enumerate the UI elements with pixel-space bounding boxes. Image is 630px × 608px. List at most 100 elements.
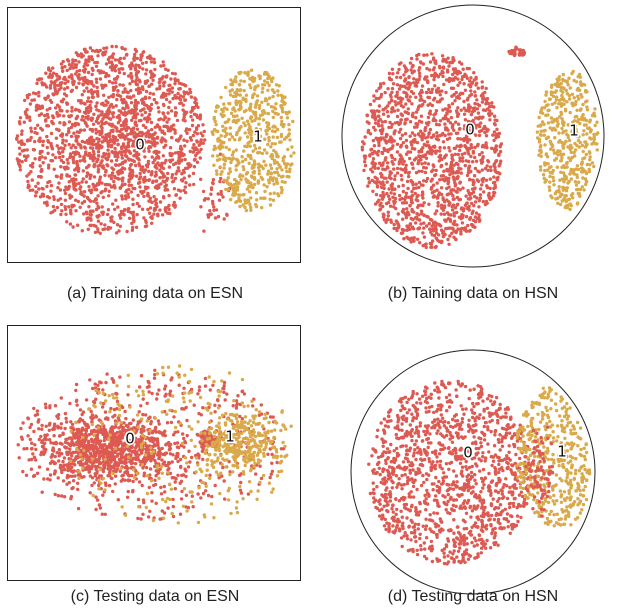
- point-c-class-0: [58, 441, 62, 445]
- point-a-class-1: [260, 109, 265, 114]
- point-a-class-0: [58, 188, 63, 192]
- point-a-class-0: [67, 180, 72, 184]
- point-b-class-0: [437, 239, 441, 244]
- point-b-class-1: [546, 113, 550, 117]
- point-b-class-0: [465, 76, 469, 81]
- point-b-class-1: [585, 142, 589, 147]
- point-b-class-0: [463, 118, 468, 122]
- point-a-class-0: [192, 182, 196, 187]
- point-a-class-0: [185, 131, 189, 135]
- point-b-class-0: [458, 148, 462, 153]
- point-b-class-0: [455, 69, 459, 74]
- point-c-class-0: [87, 440, 91, 445]
- point-a-class-0: [163, 180, 167, 184]
- point-a-class-0: [96, 116, 100, 120]
- point-a-class-0: [61, 141, 65, 145]
- point-a-class-0: [70, 74, 74, 79]
- point-b-class-0: [461, 209, 466, 213]
- point-a-class-0: [102, 46, 106, 50]
- point-a-class-0: [91, 154, 96, 158]
- point-a-class-1: [270, 142, 274, 146]
- point-a-class-0: [133, 68, 138, 72]
- point-b-class-0: [405, 110, 409, 115]
- point-a-class-0: [95, 85, 99, 90]
- point-b-class-0: [467, 125, 472, 129]
- point-a-class-0: [202, 198, 207, 202]
- point-c-class-0: [171, 453, 175, 457]
- point-a-class-1: [246, 179, 250, 183]
- point-b-class-0: [398, 136, 403, 141]
- point-a-class-0: [80, 139, 85, 144]
- point-b-class-0: [433, 84, 437, 88]
- point-b-class-0: [403, 121, 407, 125]
- point-a-class-1: [252, 165, 256, 169]
- point-a-class-0: [124, 53, 129, 57]
- point-c-class-0: [123, 455, 127, 459]
- point-b-class-1: [579, 92, 583, 97]
- point-b-class-0: [425, 224, 429, 228]
- point-a-class-0: [128, 163, 133, 167]
- point-a-class-0: [102, 114, 106, 119]
- point-b-class-0: [480, 168, 484, 172]
- point-a-class-0: [64, 212, 68, 216]
- point-a-class-1: [258, 127, 262, 132]
- point-b-class-0: [386, 166, 390, 170]
- point-a-class-0: [95, 201, 99, 205]
- point-a-class-1: [242, 149, 246, 153]
- point-a-class-1: [276, 154, 280, 159]
- point-a-class-0: [18, 164, 22, 169]
- point-b-class-0: [366, 184, 370, 188]
- point-a-class-0: [41, 194, 46, 198]
- point-a-class-1: [227, 156, 231, 161]
- point-b-class-0: [476, 111, 481, 115]
- point-a-class-0: [174, 95, 179, 100]
- point-a-class-0: [129, 71, 133, 76]
- point-b-class-0: [408, 81, 413, 86]
- point-b-class-1: [584, 152, 588, 157]
- point-a-class-0: [125, 229, 129, 234]
- point-b-class-0: [397, 184, 401, 189]
- point-a-class-0: [162, 124, 166, 129]
- point-b-class-0: [432, 66, 436, 70]
- point-b-class-1: [550, 83, 554, 87]
- point-a-class-0: [172, 123, 176, 127]
- point-a-class-0: [71, 158, 76, 162]
- point-b-class-1: [574, 183, 579, 187]
- point-a-class-0: [71, 58, 75, 62]
- point-a-class-1: [247, 184, 251, 189]
- point-a-class-0: [63, 81, 67, 86]
- point-a-class-0: [26, 185, 30, 190]
- point-b-class-1: [566, 123, 570, 127]
- point-b-class-1: [553, 90, 557, 95]
- point-b-class-0: [471, 125, 475, 129]
- point-b-class-0: [405, 179, 410, 184]
- point-b-class-1: [593, 107, 597, 111]
- point-a-class-0: [187, 127, 192, 132]
- point-b-class-0: [371, 189, 375, 193]
- point-a-class-1: [283, 180, 287, 184]
- point-a-class-0: [92, 164, 96, 169]
- point-b-class-1: [559, 85, 564, 90]
- point-a-class-0: [147, 132, 152, 137]
- point-b-class-0: [438, 145, 442, 150]
- point-a-class-0: [68, 196, 72, 200]
- point-c-class-0: [140, 430, 144, 435]
- point-a-class-0: [94, 77, 99, 81]
- point-a-class-0: [134, 163, 138, 168]
- point-b-class-0: [513, 52, 517, 56]
- point-a-class-0: [107, 79, 112, 84]
- point-b-class-0: [395, 150, 400, 154]
- point-b-class-1: [553, 128, 558, 132]
- point-a-class-0: [127, 150, 132, 154]
- point-c-class-0: [185, 433, 189, 438]
- point-a-class-0: [59, 165, 63, 169]
- point-a-class-0: [124, 197, 128, 201]
- point-a-class-0: [100, 205, 104, 209]
- point-b-class-0: [414, 198, 418, 202]
- point-a-class-1: [257, 172, 261, 176]
- point-a-class-0: [85, 216, 89, 221]
- point-b-class-0: [495, 118, 499, 123]
- point-b-class-0: [468, 79, 472, 83]
- point-b-class-0: [389, 110, 394, 114]
